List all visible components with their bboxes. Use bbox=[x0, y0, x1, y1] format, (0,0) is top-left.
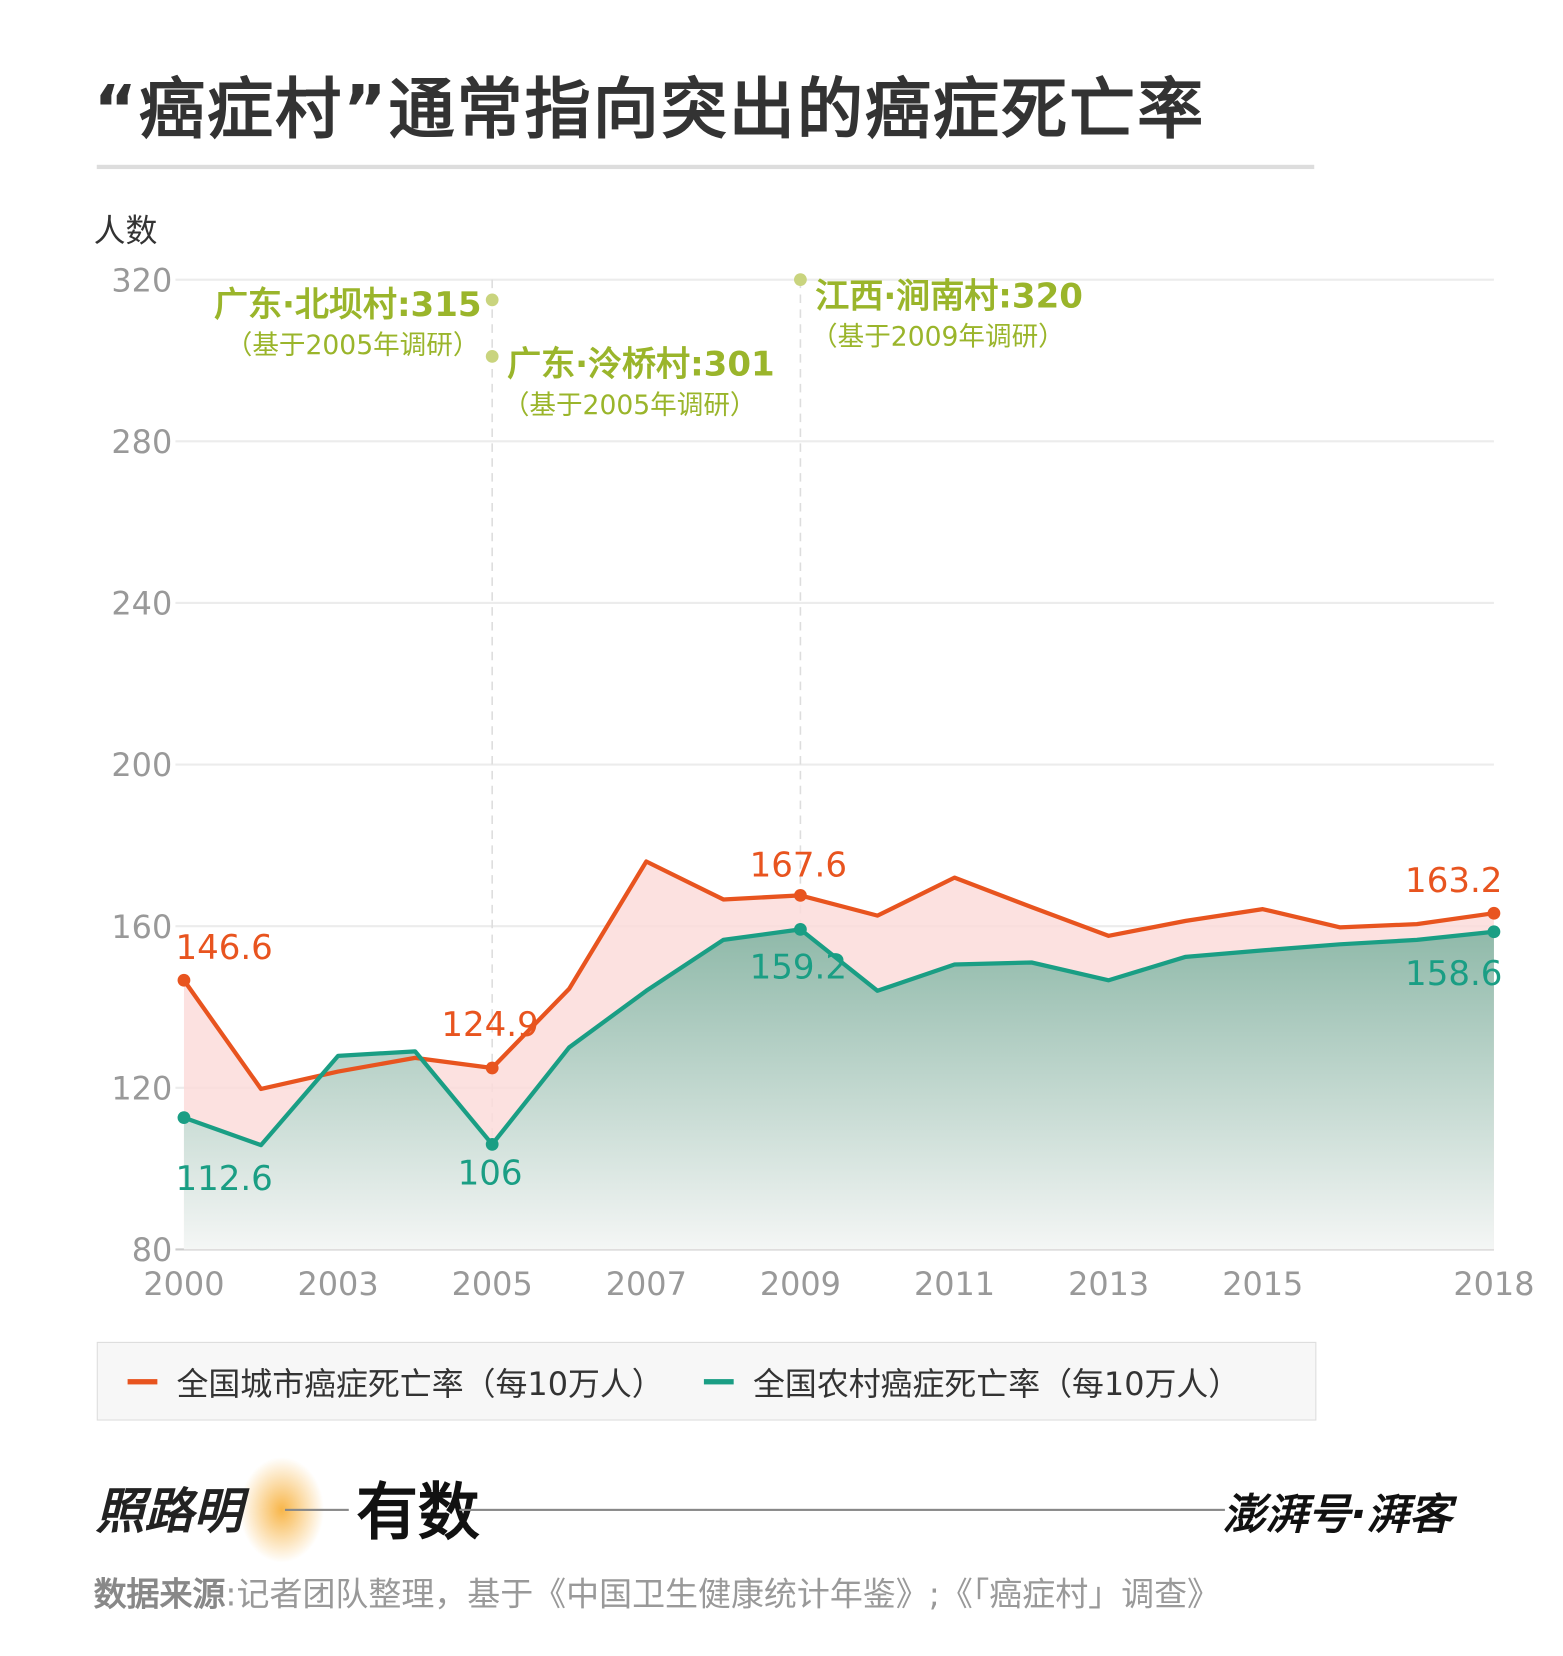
y-tick-label: 280 bbox=[111, 423, 172, 461]
rural-point bbox=[485, 1137, 499, 1151]
x-tick-label: 2015 bbox=[1222, 1265, 1303, 1303]
brand-logo-zhaoluming: 照路明 bbox=[95, 1482, 243, 1540]
x-tick-label: 2007 bbox=[606, 1265, 687, 1303]
annotation-title: 广东·泠桥村:301 bbox=[507, 345, 775, 385]
annotation-title: 江西·涧南村:320 bbox=[815, 276, 1083, 316]
x-tick-label: 2013 bbox=[1068, 1265, 1149, 1303]
urban-data-label: 124.9 bbox=[441, 1005, 538, 1045]
rural-data-label: 112.6 bbox=[175, 1159, 272, 1199]
x-tick-label: 2018 bbox=[1453, 1265, 1534, 1303]
rural-point bbox=[794, 922, 807, 936]
annotation-point bbox=[794, 273, 807, 287]
rural-point bbox=[177, 1111, 191, 1125]
urban-line bbox=[182, 859, 1495, 1092]
x-tick-label: 2003 bbox=[298, 1265, 379, 1303]
page-title: “癌症村”通常指向突出的癌症死亡率 bbox=[93, 70, 1206, 148]
urban-point bbox=[177, 973, 191, 987]
rural-data-label: 106 bbox=[458, 1154, 523, 1194]
x-tick-label: 2009 bbox=[760, 1265, 841, 1303]
footer-divider bbox=[459, 1508, 1225, 1511]
y-tick-label: 320 bbox=[111, 261, 172, 299]
legend-label-rural: 全国农村癌症死亡率（每10万人） bbox=[753, 1366, 1241, 1404]
y-tick-label: 120 bbox=[111, 1069, 172, 1107]
urban-point bbox=[1487, 906, 1501, 920]
annotation-point bbox=[485, 293, 499, 307]
brand-logo-thepaper: 澎湃号·湃客 bbox=[1222, 1490, 1452, 1540]
urban-data-label: 163.2 bbox=[1405, 861, 1502, 901]
annotation-note: （基于2005年调研） bbox=[226, 330, 480, 361]
urban-point bbox=[794, 889, 807, 902]
annotation-title: 广东·北坝村:315 bbox=[214, 285, 482, 325]
y-axis-label: 人数 bbox=[93, 212, 158, 250]
x-tick-label: 2005 bbox=[452, 1265, 533, 1303]
rural-area bbox=[183, 929, 1494, 1250]
source-label: 数据来源 bbox=[93, 1575, 226, 1615]
rural-line bbox=[183, 927, 1495, 1148]
footer-divider-short bbox=[284, 1508, 349, 1511]
y-tick-label: 80 bbox=[132, 1231, 173, 1269]
legend-item-rural: 全国农村癌症死亡率（每10万人） bbox=[704, 1358, 1240, 1405]
legend-swatch-urban bbox=[127, 1378, 158, 1384]
urban-data-label: 146.6 bbox=[175, 928, 272, 968]
legend: 全国城市癌症死亡率（每10万人） 全国农村癌症死亡率（每10万人） bbox=[96, 1341, 1317, 1421]
legend-swatch-rural bbox=[704, 1378, 734, 1384]
rural-data-label: 158.6 bbox=[1405, 954, 1502, 994]
source-note: 数据来源:记者团队整理，基于《中国卫生健康统计年鉴》;《「癌症村」调查》 bbox=[94, 1567, 1220, 1615]
x-tick-label: 2011 bbox=[914, 1265, 995, 1303]
legend-label-urban: 全国城市癌症死亡率（每10万人） bbox=[176, 1366, 664, 1404]
annotation-note: （基于2005年调研） bbox=[503, 390, 757, 421]
urban-point bbox=[485, 1061, 499, 1075]
rural-point bbox=[1487, 925, 1501, 939]
title-divider bbox=[96, 164, 1315, 170]
annotation-note: （基于2009年调研） bbox=[811, 322, 1065, 353]
y-tick-label: 240 bbox=[111, 585, 172, 623]
annotation-point bbox=[485, 350, 499, 363]
y-tick-label: 160 bbox=[111, 908, 172, 946]
y-tick-label: 200 bbox=[111, 746, 172, 784]
legend-item-urban: 全国城市癌症死亡率（每10万人） bbox=[127, 1358, 664, 1405]
source-text: :记者团队整理，基于《中国卫生健康统计年鉴》;《「癌症村」调查》 bbox=[225, 1575, 1221, 1615]
urban-data-label: 167.6 bbox=[750, 845, 847, 885]
rural-data-label: 159.2 bbox=[750, 947, 847, 987]
line-area-chart: 80 120 160 200 240 280 320 146.6 124.9 167.6 163.2… bbox=[111, 261, 1534, 1303]
x-tick-label: 2000 bbox=[143, 1265, 224, 1303]
brand-logo-youshu: 有数 bbox=[356, 1475, 480, 1549]
